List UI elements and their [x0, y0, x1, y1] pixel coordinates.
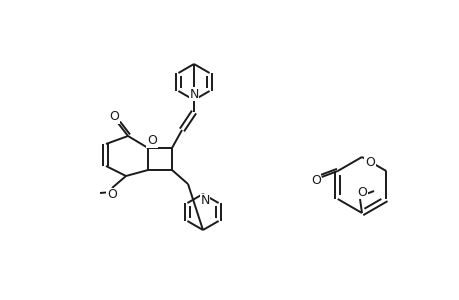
Text: O: O [310, 173, 320, 187]
Text: O: O [109, 110, 119, 124]
Text: O: O [356, 185, 366, 199]
Text: O: O [107, 188, 117, 202]
Text: O: O [364, 155, 374, 169]
Text: N: N [189, 88, 198, 100]
Text: N: N [200, 194, 209, 208]
Text: O: O [147, 134, 157, 148]
